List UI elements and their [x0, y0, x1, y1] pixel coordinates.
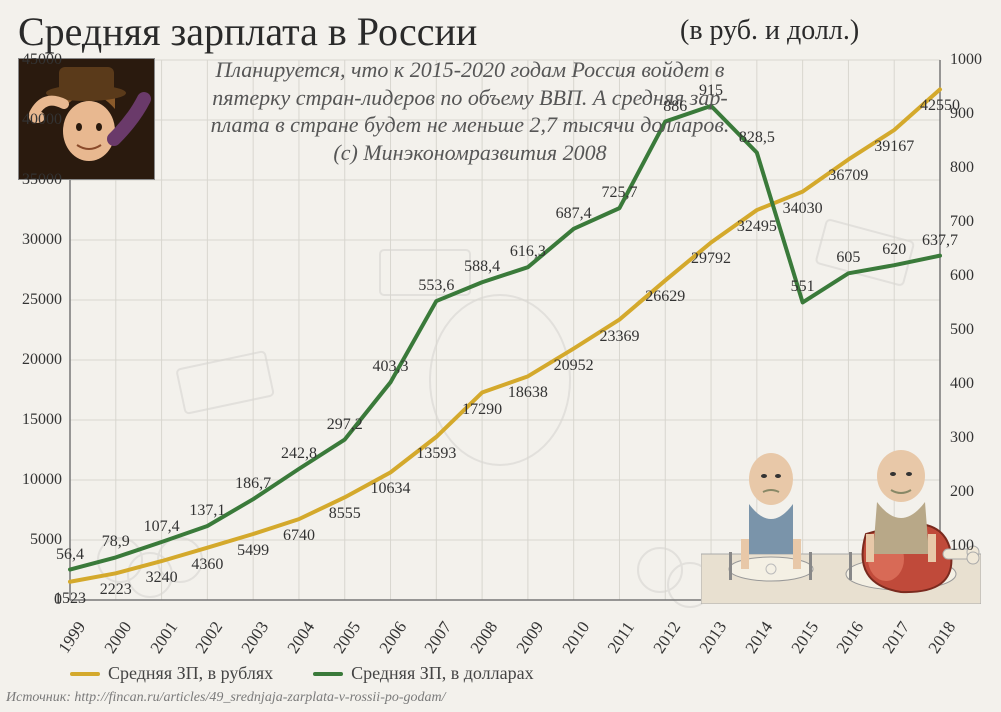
- usd-value-label: 616,3: [510, 243, 546, 261]
- usd-value-label: 725,7: [601, 184, 637, 202]
- rub-value-label: 32495: [737, 218, 777, 236]
- rub-value-label: 42550: [920, 97, 960, 115]
- usd-value-label: 186,7: [235, 475, 271, 493]
- y-left-tick: 15000: [22, 411, 62, 429]
- page-subtitle: (в руб. и долл.): [680, 15, 859, 47]
- y-left-tick: 45000: [22, 51, 62, 69]
- y-left-tick: 25000: [22, 291, 62, 309]
- usd-value-label: 588,4: [464, 258, 500, 276]
- y-left-tick: 30000: [22, 231, 62, 249]
- rub-value-label: 4360: [191, 556, 223, 574]
- usd-value-label: 605: [836, 249, 860, 267]
- rub-value-label: 3240: [146, 569, 178, 587]
- usd-value-label: 637,7: [922, 232, 958, 250]
- y-left-tick: 35000: [22, 171, 62, 189]
- usd-value-label: 551: [791, 278, 815, 296]
- y-left-tick: 40000: [22, 111, 62, 129]
- usd-value-label: 687,4: [556, 205, 592, 223]
- legend-label-rub: Средняя ЗП, в рублях: [108, 663, 273, 684]
- rub-value-label: 17290: [462, 401, 502, 419]
- legend-swatch-rub: [70, 672, 100, 676]
- legend-swatch-usd: [313, 672, 343, 676]
- usd-value-label: 403,3: [373, 358, 409, 376]
- quote-block: Планируется, что к 2015-2020 годам Росси…: [210, 56, 730, 166]
- rub-value-label: 5499: [237, 542, 269, 560]
- rub-value-label: 36709: [828, 167, 868, 185]
- y-right-tick: 300: [950, 429, 974, 447]
- rub-value-label: 23369: [599, 328, 639, 346]
- usd-value-label: 553,6: [418, 277, 454, 295]
- usd-value-label: 78,9: [102, 533, 130, 551]
- rub-value-label: 34030: [783, 200, 823, 218]
- inequality-cartoon-image: [701, 434, 981, 604]
- chart-legend: Средняя ЗП, в рублях Средняя ЗП, в долла…: [70, 663, 534, 684]
- y-right-tick: 800: [950, 159, 974, 177]
- rub-value-label: 8555: [329, 505, 361, 523]
- y-right-tick: 700: [950, 213, 974, 231]
- usd-value-label: 915: [699, 82, 723, 100]
- rub-value-label: 6740: [283, 527, 315, 545]
- y-left-tick: 20000: [22, 351, 62, 369]
- y-right-tick: 200: [950, 483, 974, 501]
- rub-value-label: 20952: [554, 357, 594, 375]
- y-left-tick: 10000: [22, 471, 62, 489]
- rub-value-label: 13593: [416, 445, 456, 463]
- usd-value-label: 56,4: [56, 546, 84, 564]
- legend-item-rub: Средняя ЗП, в рублях: [70, 663, 273, 684]
- rub-value-label: 26629: [645, 288, 685, 306]
- rub-value-label: 1523: [54, 590, 86, 608]
- usd-value-label: 137,1: [189, 502, 225, 520]
- rub-value-label: 18638: [508, 384, 548, 402]
- source-citation: Источник: http://fincan.ru/articles/49_s…: [6, 690, 446, 706]
- legend-label-usd: Средняя ЗП, в долларах: [351, 663, 534, 684]
- rub-value-label: 10634: [371, 480, 411, 498]
- y-right-tick: 1000: [950, 51, 982, 69]
- usd-value-label: 297,2: [327, 416, 363, 434]
- usd-value-label: 828,5: [739, 129, 775, 147]
- usd-value-label: 242,8: [281, 445, 317, 463]
- y-right-tick: 100: [950, 537, 974, 555]
- y-right-tick: 600: [950, 267, 974, 285]
- usd-value-label: 620: [882, 241, 906, 259]
- legend-item-usd: Средняя ЗП, в долларах: [313, 663, 534, 684]
- rub-value-label: 2223: [100, 581, 132, 599]
- page-title: Средняя зарплата в России: [18, 8, 477, 55]
- rub-value-label: 39167: [874, 138, 914, 156]
- rub-value-label: 29792: [691, 250, 731, 268]
- y-right-tick: 500: [950, 321, 974, 339]
- y-right-tick: 400: [950, 375, 974, 393]
- usd-value-label: 107,4: [144, 518, 180, 536]
- usd-value-label: 886: [663, 98, 687, 116]
